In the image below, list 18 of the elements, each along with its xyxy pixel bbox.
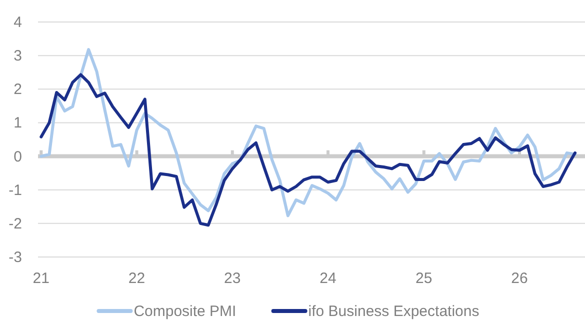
y-tick-label: 0 — [14, 148, 22, 166]
line-series — [40, 73, 577, 227]
line-series — [40, 48, 577, 218]
y-tick-label: 1 — [14, 114, 22, 132]
x-tick-label: 25 — [416, 270, 432, 287]
y-tick-label: -2 — [8, 215, 22, 232]
x-tick-label: 23 — [224, 270, 241, 287]
legend-label: ifo Business Expectations — [308, 303, 480, 320]
y-tick-label: 2 — [14, 81, 22, 98]
legend-label: Composite PMI — [134, 303, 236, 320]
x-tick-label: 21 — [32, 270, 50, 287]
x-tick-label: 24 — [320, 270, 336, 287]
x-tick-label: 22 — [128, 270, 146, 287]
y-tick-label: -1 — [8, 182, 22, 199]
y-tick-label: -3 — [8, 249, 22, 266]
y-tick-label: 4 — [14, 14, 22, 31]
y-tick-label: 3 — [14, 48, 22, 65]
x-tick-label: 26 — [511, 270, 528, 287]
